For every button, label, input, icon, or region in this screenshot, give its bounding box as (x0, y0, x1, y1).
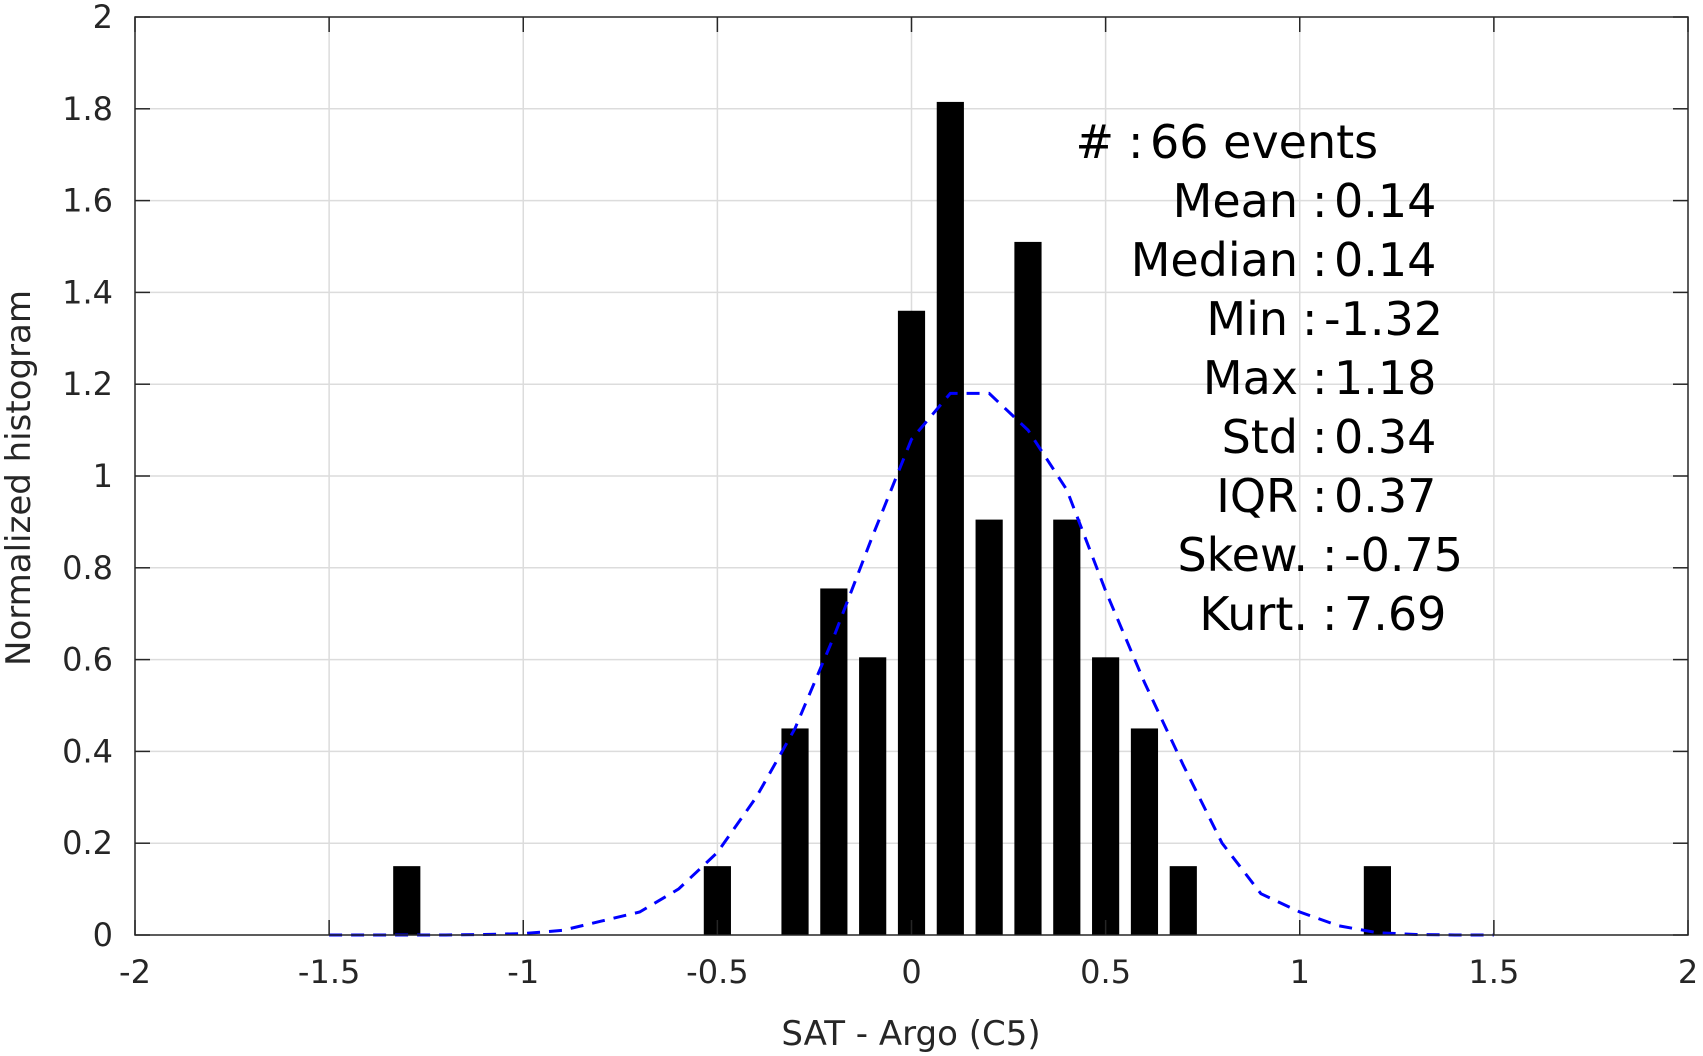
x-tick-labels: -2 -1.5 -1 -0.5 0 0.5 1 1.5 2 (119, 953, 1698, 991)
stat-separator: : (1312, 351, 1328, 405)
stat-label: Kurt. (1199, 587, 1308, 641)
x-tick-label: 1.5 (1468, 953, 1519, 991)
stat-label: Min (1206, 292, 1288, 346)
stat-separator: : (1322, 528, 1338, 582)
stat-separator: : (1312, 174, 1328, 228)
stat-label: Mean (1173, 174, 1298, 228)
y-tick-label: 1.6 (62, 182, 113, 220)
y-tick-label: 0 (93, 916, 113, 954)
y-tick-labels: 0 0.2 0.4 0.6 0.8 1 1.2 1.4 1.6 1.8 2 (62, 0, 113, 954)
x-tick-label: -2 (119, 953, 151, 991)
y-tick-label: 0.2 (62, 824, 113, 862)
histogram-bar (1014, 241, 1042, 935)
histogram-bar (820, 588, 848, 935)
stat-separator: : (1312, 233, 1328, 287)
y-tick-label: 1 (93, 457, 113, 495)
axes-box (134, 16, 1689, 936)
histogram-bar (1130, 728, 1159, 935)
x-tick-label: -1.5 (298, 953, 360, 991)
histogram-bar (897, 310, 926, 935)
stat-value: 0.14 (1334, 174, 1436, 228)
stat-value: 66 events (1150, 115, 1378, 169)
x-tick-label: 1 (1290, 953, 1310, 991)
y-tick-label: 0.4 (62, 732, 113, 770)
x-tick-label: 2 (1678, 953, 1698, 991)
stat-value: 1.18 (1334, 351, 1436, 405)
stat-label: # (1075, 115, 1114, 169)
stat-separator: : (1312, 410, 1328, 464)
stat-value: -1.32 (1324, 292, 1443, 346)
x-axis-title: SAT - Argo (C5) (781, 1014, 1040, 1054)
histogram-bar (1363, 866, 1391, 935)
stat-value: 0.34 (1334, 410, 1436, 464)
histogram-bar (859, 657, 887, 935)
y-tick-label: 1.8 (62, 90, 113, 128)
y-tick-label: 0.6 (62, 641, 113, 679)
y-tick-label: 2 (93, 0, 113, 36)
stat-label: Max (1203, 351, 1298, 405)
stat-label: Skew. (1177, 528, 1308, 582)
stat-label: Median (1131, 233, 1298, 287)
histogram-bar (936, 101, 964, 936)
stat-label: Std (1222, 410, 1298, 464)
x-tick-label: -1 (507, 953, 539, 991)
stat-separator: : (1302, 292, 1318, 346)
histogram-bar (1053, 519, 1081, 935)
x-tick-label: 0 (901, 953, 921, 991)
y-axis-title: Normalized histogram (0, 290, 39, 666)
stat-label: IQR (1216, 469, 1298, 523)
stat-separator: : (1322, 587, 1338, 641)
stat-value: -0.75 (1344, 528, 1463, 582)
histogram-bar (393, 866, 421, 935)
stat-value: 7.69 (1344, 587, 1446, 641)
y-tick-label: 1.4 (62, 273, 113, 311)
stat-value: 0.14 (1334, 233, 1436, 287)
histogram-bar (975, 519, 1003, 935)
histogram-bars (393, 101, 1391, 936)
stat-separator: : (1312, 469, 1328, 523)
histogram-bar (1092, 657, 1120, 935)
histogram-bar (781, 728, 809, 935)
stat-separator: : (1128, 115, 1144, 169)
y-tick-label: 1.2 (62, 365, 113, 403)
x-tick-label: 0.5 (1080, 953, 1131, 991)
fit-curve (329, 391, 1494, 937)
x-tick-label: -0.5 (686, 953, 748, 991)
y-tick-label: 0.8 (62, 549, 113, 587)
stat-value: 0.37 (1334, 469, 1436, 523)
plot-frame (134, 16, 1689, 936)
histogram-bar (1169, 866, 1197, 935)
